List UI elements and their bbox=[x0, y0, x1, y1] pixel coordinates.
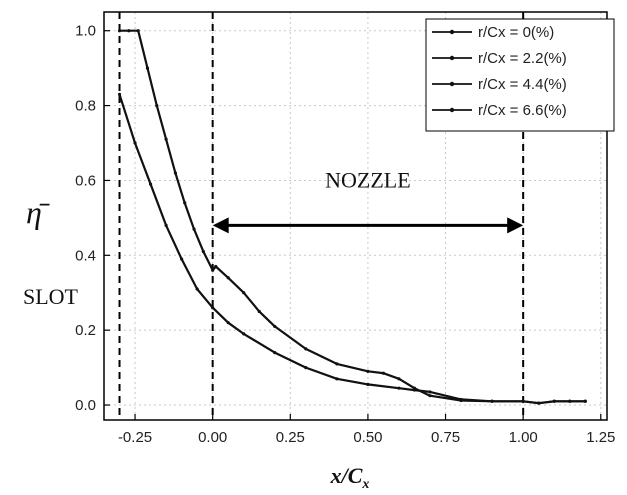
axis-ticks: -0.25 0.00 0.25 0.50 0.75 1.00 1.25 0.0 0.2 0.4 0.… bbox=[75, 23, 615, 446]
x-axis-label-main: x/C bbox=[330, 463, 363, 488]
data-point bbox=[366, 369, 370, 373]
x-tick-label: 1.00 bbox=[509, 429, 538, 446]
data-point bbox=[568, 399, 572, 403]
data-point bbox=[192, 227, 196, 231]
data-point bbox=[136, 29, 140, 33]
data-point bbox=[537, 401, 541, 405]
data-point bbox=[552, 399, 556, 403]
legend-label: r/Cx = 2.2(%) bbox=[478, 50, 567, 67]
data-point bbox=[459, 397, 463, 402]
reference-lines bbox=[118, 12, 525, 420]
data-point bbox=[164, 137, 168, 141]
x-tick-label: -0.25 bbox=[118, 429, 152, 446]
x-axis-label: x/Cx bbox=[330, 463, 370, 492]
data-point bbox=[133, 141, 137, 145]
legend: r/Cx = 0(%) r/Cx = 2.2(%) r/Cx = 4.4(%) r/C… bbox=[425, 18, 615, 132]
data-point bbox=[127, 29, 131, 33]
nozzle-label: NOZZLE bbox=[325, 167, 411, 192]
legend-label: r/Cx = 4.4(%) bbox=[478, 76, 567, 93]
data-point bbox=[242, 291, 246, 295]
data-point bbox=[148, 182, 153, 186]
y-tick-label: 0.0 bbox=[75, 397, 96, 414]
legend-marker bbox=[449, 29, 455, 35]
arrow-head-left bbox=[212, 217, 229, 234]
legend-marker bbox=[449, 107, 455, 113]
data-point bbox=[180, 257, 184, 261]
data-point bbox=[201, 249, 205, 254]
data-point bbox=[173, 171, 178, 175]
arrow-head-right bbox=[507, 217, 524, 234]
data-point bbox=[145, 66, 150, 70]
data-point bbox=[412, 388, 417, 392]
data-point bbox=[211, 268, 215, 272]
legend-label: r/Cx = 0(%) bbox=[478, 24, 554, 41]
data-point bbox=[397, 377, 401, 381]
y-tick-label: 0.2 bbox=[75, 322, 96, 339]
data-point bbox=[273, 324, 277, 329]
data-point bbox=[273, 351, 277, 355]
data-point bbox=[257, 309, 261, 314]
x-axis-label-sub: x bbox=[361, 477, 369, 492]
data-point bbox=[583, 399, 587, 403]
x-tick-label: 0.75 bbox=[431, 429, 460, 446]
legend-box bbox=[425, 18, 615, 132]
data-point bbox=[155, 103, 159, 108]
annotations: NOZZLE SLOT bbox=[23, 167, 524, 309]
data-point bbox=[304, 365, 308, 370]
data-point bbox=[164, 223, 168, 227]
data-point bbox=[226, 321, 230, 325]
data-point bbox=[490, 399, 494, 403]
data-point bbox=[428, 390, 432, 394]
y-tick-label: 0.8 bbox=[75, 98, 96, 115]
y-axis-label: η̄ bbox=[26, 194, 50, 230]
data-point bbox=[335, 362, 339, 366]
x-tick-label: 0.00 bbox=[198, 429, 227, 446]
data-point bbox=[521, 399, 525, 403]
legend-marker bbox=[449, 81, 455, 87]
data-point bbox=[226, 276, 230, 280]
legend-marker bbox=[449, 55, 455, 61]
data-point bbox=[335, 377, 339, 381]
data-point bbox=[117, 92, 122, 96]
data-point bbox=[214, 264, 218, 269]
series bbox=[117, 29, 587, 405]
x-tick-label: 1.25 bbox=[586, 429, 615, 446]
slot-label: SLOT bbox=[23, 284, 79, 309]
legend-label: r/Cx = 6.6(%) bbox=[478, 102, 567, 119]
data-point bbox=[366, 382, 370, 387]
data-point bbox=[428, 394, 432, 398]
y-tick-label: 1.0 bbox=[75, 23, 96, 40]
data-point bbox=[304, 347, 308, 351]
x-tick-label: 0.25 bbox=[276, 429, 305, 446]
data-point bbox=[195, 287, 199, 291]
plot-frame bbox=[103, 11, 608, 421]
data-point bbox=[183, 201, 187, 205]
x-tick-label: 0.50 bbox=[353, 429, 382, 446]
series-line bbox=[118, 93, 586, 405]
y-tick-label: 0.6 bbox=[75, 172, 96, 189]
data-point bbox=[381, 371, 386, 375]
data-point bbox=[397, 386, 401, 390]
y-tick-label: 0.4 bbox=[75, 247, 96, 264]
data-point bbox=[117, 29, 122, 33]
data-point bbox=[211, 306, 215, 310]
data-point bbox=[242, 332, 246, 336]
